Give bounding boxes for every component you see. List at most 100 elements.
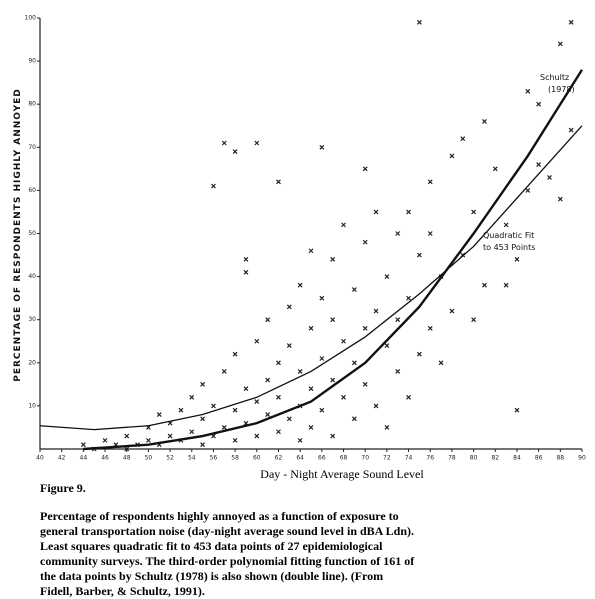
data-point [200,381,206,387]
data-point [471,317,477,323]
data-point [362,239,368,245]
data-point [395,231,401,236]
data-point [211,403,216,409]
x-tick-label: 56 [210,455,218,462]
data-point [471,209,477,215]
x-axis-label: Day - Night Average Sound Level [260,467,424,481]
curve-annotation: to 453 Points [483,243,535,252]
x-tick-label: 60 [253,455,261,462]
data-point [514,407,520,413]
y-tick-label: 20 [28,359,36,366]
x-tick-label: 64 [296,455,304,462]
data-point [232,437,238,443]
x-tick-label: 50 [145,455,153,462]
data-point [200,442,206,448]
data-point [536,162,542,167]
data-point [102,437,108,443]
data-point [427,231,433,236]
data-point [416,351,422,357]
data-point [167,433,173,439]
data-point [384,274,390,280]
data-point [330,377,336,383]
data-point [232,351,238,357]
x-tick-label: 40 [36,455,44,462]
y-tick-label: 50 [28,230,36,237]
x-tick-label: 44 [80,455,88,462]
data-point [254,399,260,405]
data-point [308,386,314,392]
x-tick-label: 72 [383,455,391,462]
data-point [297,437,303,443]
x-tick-label: 80 [470,455,478,462]
fit-curve [83,69,584,451]
data-point [373,308,379,314]
x-tick-label: 68 [340,455,348,462]
data-point [427,179,433,185]
data-point [330,317,336,323]
data-point [276,360,281,366]
data-point [384,343,390,348]
data-point [482,119,487,124]
data-point [297,368,303,374]
data-point [286,304,292,310]
data-point [286,343,292,348]
x-tick-label: 58 [231,455,239,462]
data-point [351,360,357,366]
figure-label: Figure 9. [40,481,86,495]
caption-line: general transportation noise (day-night … [40,524,414,538]
data-point [341,222,346,228]
data-point [243,386,249,392]
data-point [449,153,455,159]
data-point [232,149,238,155]
data-point [189,429,195,435]
data-point [221,425,227,430]
x-tick-label: 76 [426,455,434,462]
data-point [243,256,249,262]
y-tick-label: 30 [28,316,36,323]
data-point [406,394,411,400]
data-point [276,429,281,435]
data-point [221,368,227,374]
data-point [373,403,379,409]
data-point [124,433,130,439]
data-point [373,209,379,215]
data-point [482,282,487,288]
data-point [427,325,433,331]
y-tick-label: 40 [28,273,36,280]
data-point [221,140,227,146]
data-point [189,394,195,400]
data-point [351,287,357,292]
x-tick-label: 48 [123,455,131,462]
x-tick-label: 70 [361,455,369,462]
data-point [265,377,271,383]
data-point [276,179,281,185]
data-point [395,368,401,374]
data-point [319,407,325,413]
data-point [330,433,336,439]
x-tick-label: 42 [58,455,66,462]
data-point [536,101,542,107]
data-point [80,442,86,448]
y-tick-label: 100 [25,15,37,22]
data-point [492,166,498,172]
x-tick-label: 54 [188,455,196,462]
y-tick-label: 70 [28,144,36,151]
caption-line: Percentage of respondents highly annoyed… [40,509,399,523]
caption-line: Fidell, Barber, & Schultz, 1991). [40,584,205,598]
x-tick-label: 82 [491,455,499,462]
data-point [308,425,314,430]
data-point [362,381,368,387]
data-point [297,282,303,288]
data-point [156,412,162,417]
data-point [145,437,151,443]
data-point [178,407,184,413]
data-point [319,295,325,301]
data-point [341,394,346,400]
data-point [384,425,390,430]
x-tick-label: 46 [101,455,109,462]
data-point [254,433,260,439]
x-tick-label: 90 [578,455,586,462]
data-point [438,360,444,366]
